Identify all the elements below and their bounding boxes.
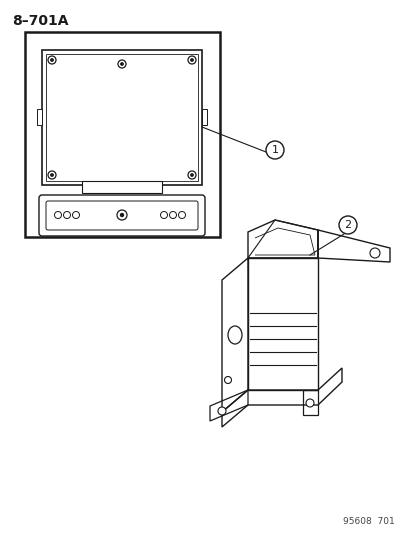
Circle shape <box>190 174 193 176</box>
Circle shape <box>55 212 62 219</box>
Circle shape <box>178 212 185 219</box>
Circle shape <box>48 171 56 179</box>
Circle shape <box>117 210 127 220</box>
Circle shape <box>369 248 379 258</box>
Circle shape <box>188 56 195 64</box>
Circle shape <box>48 56 56 64</box>
Circle shape <box>169 212 176 219</box>
Circle shape <box>63 212 70 219</box>
FancyBboxPatch shape <box>42 50 202 185</box>
Circle shape <box>118 60 126 68</box>
Text: 1: 1 <box>271 145 278 155</box>
FancyBboxPatch shape <box>46 201 197 230</box>
FancyBboxPatch shape <box>39 195 204 236</box>
Circle shape <box>266 141 283 159</box>
Text: 2: 2 <box>344 220 351 230</box>
Bar <box>46 54 197 181</box>
Circle shape <box>218 407 225 415</box>
Ellipse shape <box>228 326 242 344</box>
Circle shape <box>121 63 123 65</box>
Circle shape <box>120 214 123 216</box>
Circle shape <box>160 212 167 219</box>
Bar <box>37 109 42 125</box>
Circle shape <box>190 59 193 61</box>
Bar <box>202 109 206 125</box>
Text: 95608  701: 95608 701 <box>342 517 394 526</box>
Circle shape <box>338 216 356 234</box>
Text: 8–701A: 8–701A <box>12 14 68 28</box>
Circle shape <box>188 171 195 179</box>
Circle shape <box>51 174 53 176</box>
Circle shape <box>72 212 79 219</box>
Circle shape <box>305 399 313 407</box>
Bar <box>82 181 161 193</box>
Circle shape <box>51 59 53 61</box>
Bar <box>25 32 219 237</box>
Circle shape <box>224 376 231 384</box>
